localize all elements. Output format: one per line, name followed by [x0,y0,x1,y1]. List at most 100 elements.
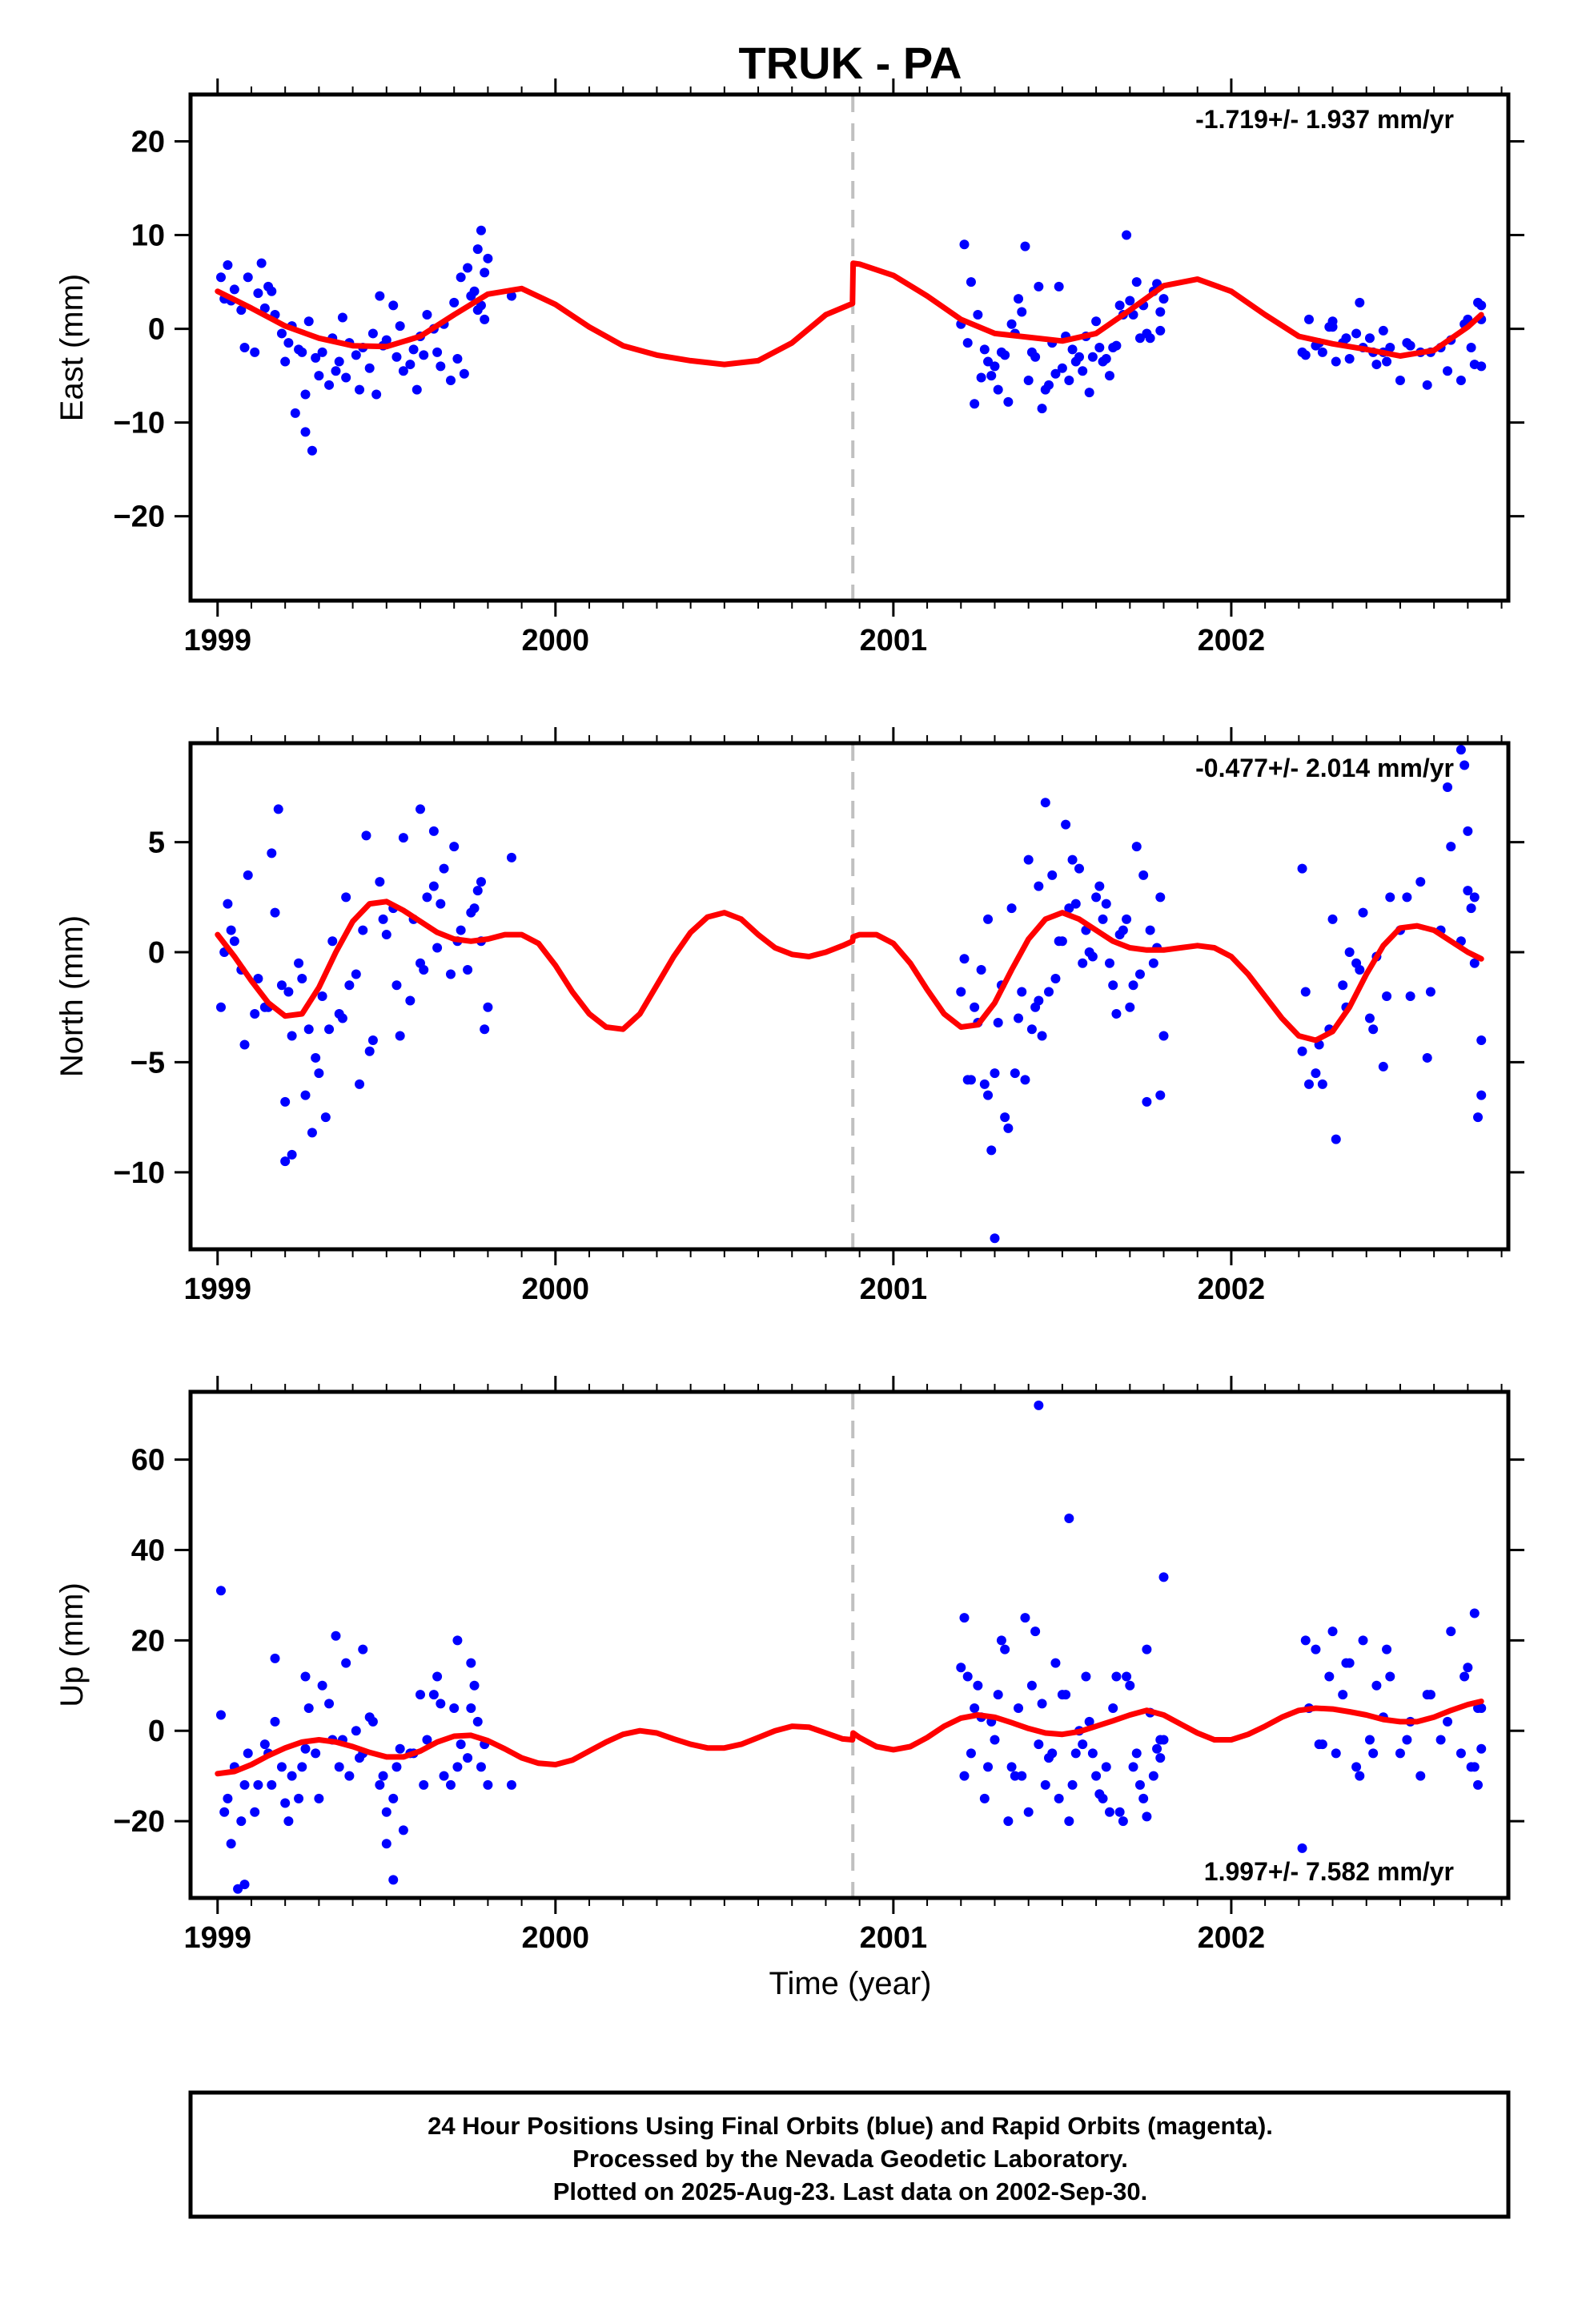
east-data-point [973,310,983,320]
east-data-point [970,399,980,409]
up-data-point [1158,1572,1169,1582]
east-data-point [395,321,405,332]
east-data-point [1364,333,1375,344]
north-data-point [280,1096,291,1107]
north-data-point [480,1024,490,1035]
east-data-point [408,344,419,355]
east-data-point [256,258,267,268]
up-data-point [1466,1762,1476,1772]
up-data-point [419,1779,429,1790]
north-data-point [324,1024,335,1035]
north-data-point [990,1068,1000,1079]
north-data-point [986,1145,997,1156]
north-data-point [1023,854,1034,865]
east-data-point [419,350,429,360]
x-tick-label: 2001 [860,1273,928,1306]
north-data-point [311,1052,321,1063]
up-data-point [1044,1753,1054,1763]
up-data-point [1078,1739,1088,1750]
north-data-point [1358,907,1368,918]
north-data-point [1138,870,1149,880]
up-data-point [469,1680,480,1691]
north-data-point [351,969,361,979]
north-data-point [456,925,466,935]
east-data-point [297,347,307,357]
north-data-point [439,863,449,874]
up-data-point [1094,1789,1105,1799]
up-data-point [1131,1748,1142,1759]
up-data-point [983,1762,994,1772]
up-data-point [1061,1690,1071,1700]
y-tick-label: 60 [131,1444,165,1478]
y-tick-label: 5 [148,826,165,860]
up-data-point [973,1680,983,1691]
up-data-point [415,1690,425,1700]
north-data-point [273,804,283,814]
east-data-point [1026,347,1037,357]
up-data-point [1142,1811,1152,1822]
up-data-point [1104,1807,1114,1817]
x-tick-label: 2000 [522,1921,590,1955]
north-data-point [1297,1046,1307,1056]
east-data-point [1000,350,1010,360]
north-data-point [1118,925,1128,935]
north-data-point [956,987,966,997]
east-data-point [331,366,341,376]
north-data-point [432,943,443,953]
up-data-point [1134,1779,1145,1790]
up-data-point [314,1793,324,1803]
east-data-point [452,354,463,364]
north-data-point [1446,842,1456,852]
up-data-point [331,1630,341,1641]
north-data-point [1466,903,1476,914]
east-data-point [311,352,321,363]
up-data-point [1473,1779,1484,1790]
north-data-point [1355,965,1365,975]
north-data-point [276,980,287,991]
east-data-point [976,372,986,383]
up-data-point [1148,1771,1158,1781]
east-data-point [422,310,432,320]
north-data-point [250,1008,260,1019]
up-data-point [388,1793,399,1803]
east-frame [188,92,1511,603]
east-data-point [334,356,344,367]
up-data-point [1152,1743,1162,1754]
up-rate-text: 1.997+/- 7.582 mm/yr [1204,1857,1454,1886]
east-panel: 1999 2000 2001 2002 −20 −10 0 10 20 East (mm) -1.7… [54,78,1524,657]
east-data-point [1101,354,1111,364]
east-y-axis-label: East (mm) [54,274,90,421]
up-data-point [280,1798,291,1808]
north-data-point [976,965,986,975]
north-data-point [341,892,351,903]
up-data-point [456,1739,466,1750]
north-data-point [1297,863,1307,874]
north-data-point [1415,877,1426,887]
north-data-point [1311,1068,1321,1079]
up-data-point [1030,1626,1041,1637]
footer-line-1: 24 Hour Positions Using Final Orbits (bl… [428,2112,1273,2140]
north-data-point [1303,1079,1314,1089]
up-data-point [1415,1771,1426,1781]
up-data-point [452,1762,463,1772]
east-data-point [1037,404,1047,414]
up-data-point [1101,1762,1111,1772]
north-data-point [1148,958,1158,968]
north-data-point [1070,899,1081,909]
east-data-point [1014,294,1024,304]
north-data-point [303,1024,314,1035]
up-data-point [1402,1735,1412,1745]
up-data-point [439,1771,449,1781]
east-rate-text: -1.719+/- 1.937 mm/yr [1195,105,1454,134]
east-data-point [1351,328,1362,339]
east-data-point [1300,350,1311,360]
up-data-point [259,1739,270,1750]
east-data-point [1385,343,1395,352]
east-data-point [1395,375,1405,385]
up-data-point [1138,1793,1149,1803]
up-data-point [1020,1613,1030,1623]
north-frame [188,741,1511,1252]
north-data-point [283,987,294,997]
north-data-point [391,980,402,991]
east-data-point [1087,352,1098,362]
